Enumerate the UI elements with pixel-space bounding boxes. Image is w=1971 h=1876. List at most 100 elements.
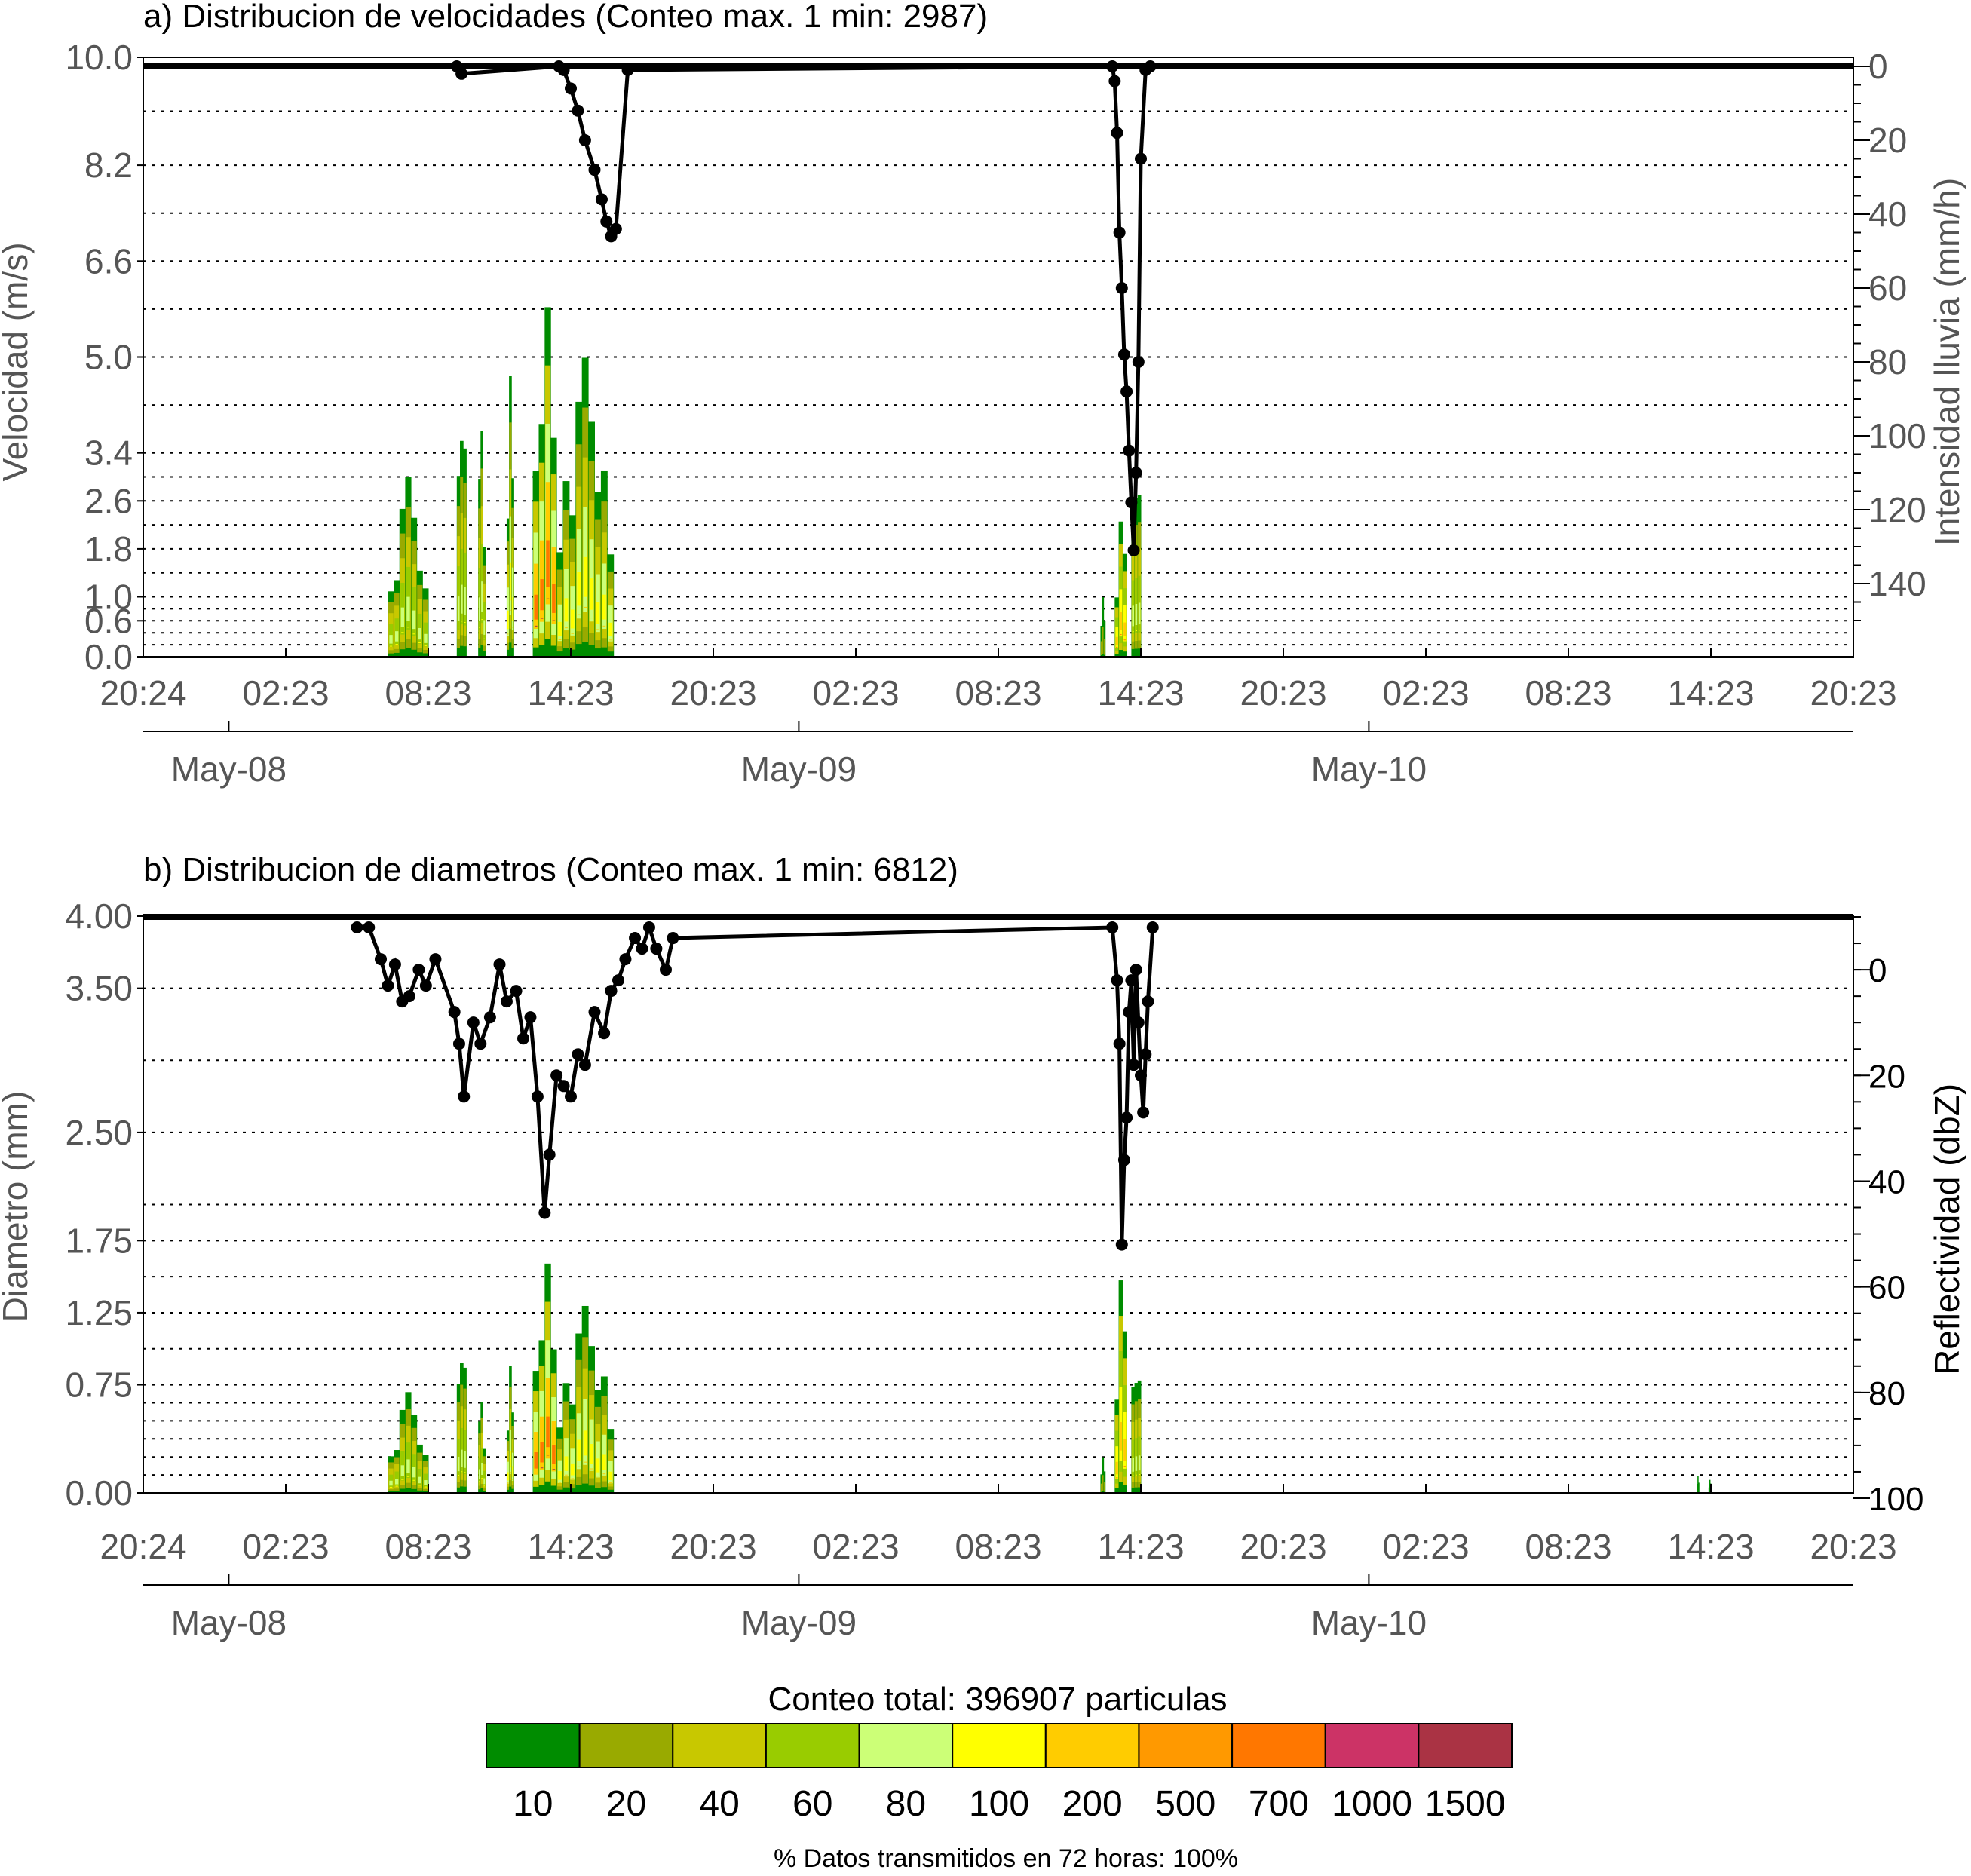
heatmap-cell (564, 598, 569, 622)
heatmap-cell (540, 579, 544, 611)
x-tick-label: 14:23 (527, 673, 614, 713)
series-point (351, 921, 363, 934)
heatmap-cell (558, 639, 562, 640)
heatmap-cell (512, 1466, 514, 1477)
series-point (642, 921, 655, 934)
heatmap-cell (507, 1482, 509, 1484)
heatmap-cell (483, 1485, 486, 1487)
heatmap-cell (570, 609, 575, 629)
heatmap-cell (418, 627, 421, 640)
series-point (467, 1016, 480, 1029)
heatmap-cell (584, 606, 587, 608)
series-point (455, 67, 468, 80)
heatmap-cell (401, 1479, 404, 1480)
heatmap-cell (1132, 1457, 1135, 1472)
heatmap-cell (1132, 1475, 1134, 1476)
heatmap-cell (1135, 604, 1138, 626)
heatmap-cell (552, 1445, 556, 1464)
heatmap-cell (1709, 1479, 1711, 1493)
heatmap-cell (577, 572, 581, 606)
series-point (1120, 1111, 1133, 1124)
series-point (605, 985, 618, 998)
diameter-heatmap (388, 1263, 1712, 1493)
series-point (557, 63, 570, 76)
heatmap-cell (457, 1456, 460, 1472)
heatmap-cell (509, 1450, 511, 1468)
heatmap-cell (395, 1479, 399, 1485)
heatmap-cell (1102, 1475, 1104, 1491)
y2-tick-label: 140 (1868, 564, 1927, 603)
heatmap-cell (481, 581, 483, 612)
x-tick-label: 08:23 (1525, 673, 1611, 713)
series-point (1123, 444, 1136, 457)
heatmap-cell (1697, 1476, 1699, 1493)
heatmap-cell (602, 594, 606, 620)
heatmap-cell (590, 1468, 593, 1470)
heatmap-cell (552, 1469, 556, 1470)
series-point (1115, 282, 1128, 294)
heatmap-cell (1115, 636, 1118, 645)
heatmap-cell (1698, 1482, 1700, 1493)
heatmap-cell (1123, 639, 1126, 641)
series-line (357, 921, 1155, 1245)
y2-tick-label: 40 (1868, 1163, 1905, 1200)
day-label: May-08 (171, 749, 287, 789)
heatmap-cell (424, 645, 428, 646)
series-point (412, 964, 425, 976)
series-point (531, 1090, 544, 1103)
y-tick-label: 2.50 (65, 1113, 133, 1152)
series-point (565, 1090, 577, 1103)
colorbar-label: 80 (886, 1784, 926, 1824)
series-point (524, 1011, 537, 1024)
series-point (650, 943, 663, 955)
colorbar-label: 40 (699, 1784, 739, 1824)
y2-tick-label: 0 (1868, 47, 1888, 86)
y2-tick-label: 40 (1868, 195, 1907, 234)
y2-tick-label: 120 (1868, 490, 1927, 529)
y2-tick-label: 100 (1868, 416, 1927, 455)
x-tick-label: 08:23 (385, 673, 471, 713)
heatmap-cell (464, 587, 466, 615)
colorbar-label: 200 (1062, 1784, 1123, 1824)
x-tick-label: 14:23 (1667, 1527, 1754, 1566)
heatmap-cell (1119, 612, 1123, 630)
colorbar-swatch (858, 1723, 954, 1768)
series-point (1106, 60, 1119, 72)
heatmap-cell (510, 609, 511, 611)
series-point (375, 953, 387, 966)
heatmap-cell (565, 627, 568, 629)
heatmap-cell (558, 1482, 562, 1483)
series-point (1135, 1069, 1147, 1082)
heatmap-cell (1132, 605, 1135, 627)
y-tick-label: 1.75 (65, 1221, 133, 1260)
x-tick-label: 02:23 (1382, 673, 1469, 713)
colorbar-swatch (1044, 1723, 1140, 1768)
colorbar-label: 1000 (1332, 1784, 1412, 1824)
velocity-heatmap (388, 307, 1142, 657)
series-point (609, 222, 622, 235)
heatmap-cell (481, 1477, 483, 1479)
heatmap-cell (1123, 1466, 1126, 1467)
series-point (1111, 127, 1123, 139)
series-point (578, 1059, 591, 1071)
heatmap-cell (570, 1463, 575, 1476)
heatmap-cell (583, 556, 587, 597)
heatmap-cell (400, 1465, 404, 1476)
heatmap-cell (1132, 631, 1134, 633)
heatmap-cell (412, 633, 415, 635)
y-tick-label: 2.6 (84, 481, 133, 520)
heatmap-cell (461, 1449, 463, 1467)
series-point (1142, 995, 1154, 1008)
colorbar-swatch (1138, 1723, 1234, 1768)
series-point (612, 974, 624, 987)
y-tick-label: 0.75 (65, 1366, 133, 1405)
heatmap-cell (583, 1430, 587, 1456)
heatmap-cell (512, 1479, 513, 1481)
colorbar-label: 10 (513, 1784, 553, 1824)
heatmap-cell (424, 633, 428, 643)
heatmap-cell (481, 1462, 483, 1475)
heatmap-cell (507, 633, 509, 635)
heatmap-cell (1100, 1483, 1102, 1492)
heatmap-cell (608, 639, 612, 641)
